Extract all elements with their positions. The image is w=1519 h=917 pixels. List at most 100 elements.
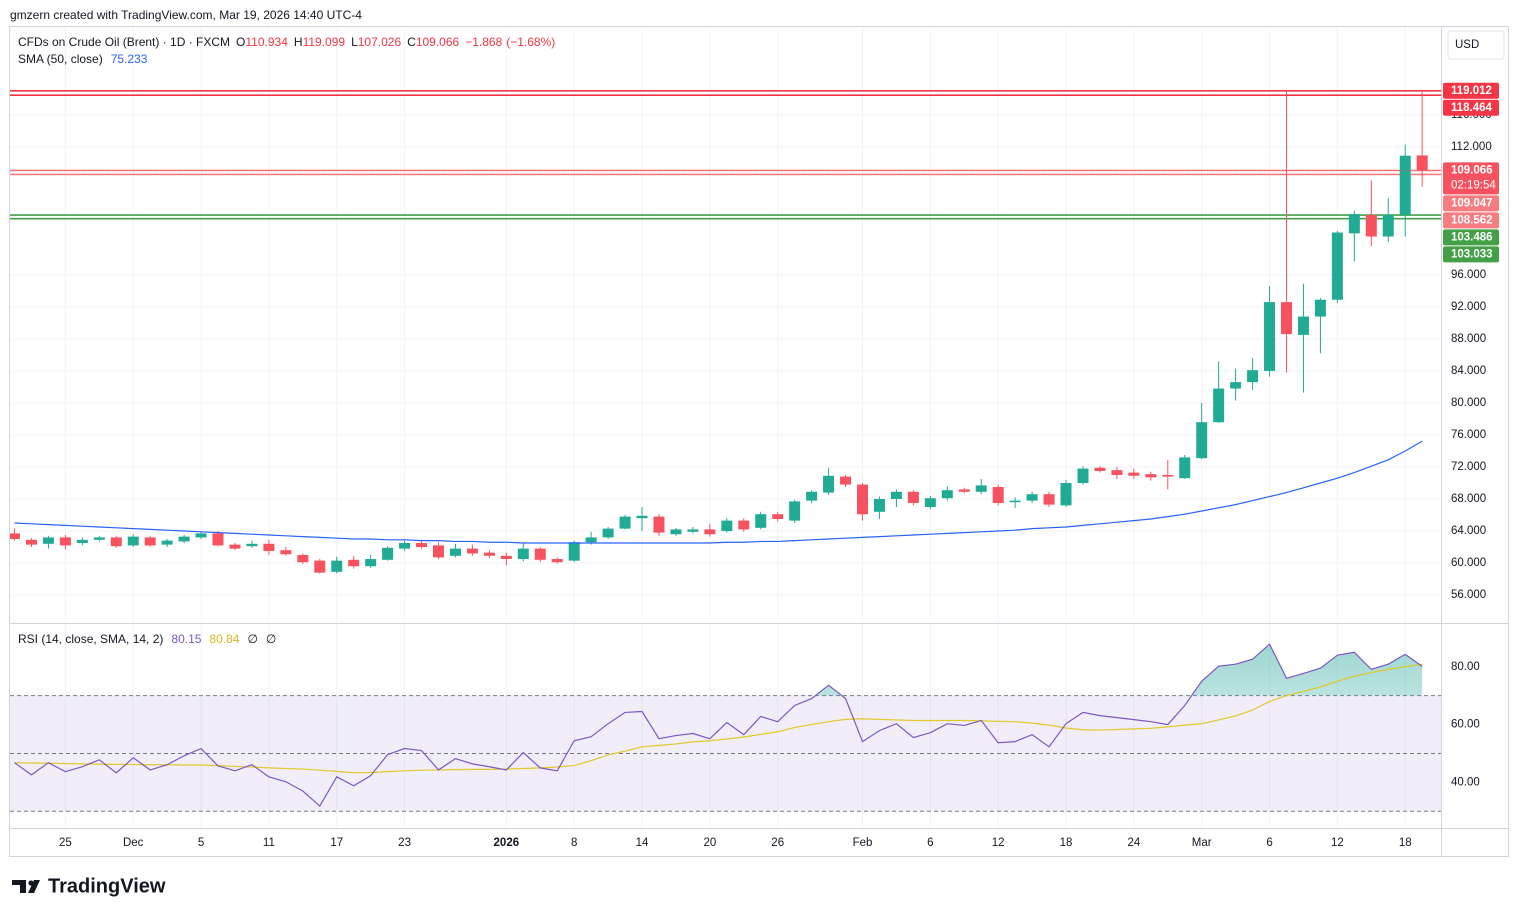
countdown: 02:19:54 bbox=[1451, 179, 1496, 191]
candle-body bbox=[93, 537, 105, 540]
rsi-tick-label: 80.00 bbox=[1451, 661, 1480, 673]
logo-text: TradingView bbox=[48, 875, 166, 897]
x-tick-label: 24 bbox=[1127, 837, 1140, 849]
y-tick-label: 60.000 bbox=[1451, 557, 1486, 569]
candle-body bbox=[789, 501, 801, 521]
candle-body bbox=[25, 539, 37, 545]
candle-body bbox=[1179, 457, 1191, 479]
candle-body bbox=[890, 491, 902, 499]
candle-body bbox=[857, 484, 868, 515]
rsi-sma-value: 80.84 bbox=[209, 632, 240, 646]
y-tick-label: 80.000 bbox=[1451, 397, 1486, 409]
x-tick-label: 17 bbox=[330, 837, 343, 849]
candle-body bbox=[568, 542, 580, 561]
candle-body bbox=[246, 543, 258, 547]
candle-body bbox=[1009, 500, 1021, 503]
candle-body bbox=[178, 536, 190, 542]
candle-body bbox=[297, 555, 309, 563]
candle-body bbox=[1094, 467, 1106, 471]
candle-body bbox=[687, 529, 699, 532]
price-label-box bbox=[1443, 195, 1499, 212]
candle-body bbox=[1264, 302, 1276, 371]
price-label: 109.066 bbox=[1451, 164, 1493, 176]
price-label-box bbox=[1443, 212, 1499, 229]
currency-box[interactable] bbox=[1447, 30, 1505, 60]
price-label-box bbox=[1443, 229, 1499, 246]
legend-sma: SMA (50, close) 75.233 bbox=[18, 52, 151, 66]
candle-body bbox=[755, 514, 767, 528]
candle-body bbox=[1111, 470, 1123, 475]
change: −1.868 bbox=[465, 35, 503, 49]
candle-body bbox=[1230, 382, 1242, 389]
y-tick-label: 84.000 bbox=[1451, 365, 1486, 377]
candle-body bbox=[551, 559, 563, 563]
y-tick-label: 92.000 bbox=[1451, 301, 1486, 313]
candle-body bbox=[840, 476, 852, 485]
rsi-line bbox=[14, 643, 1423, 807]
price-label: 108.562 bbox=[1451, 214, 1493, 226]
y-tick-label: 68.000 bbox=[1451, 493, 1486, 505]
price-label: 103.033 bbox=[1451, 248, 1493, 260]
x-tick-label: 11 bbox=[263, 837, 275, 849]
candle-body bbox=[958, 489, 970, 492]
candle-body bbox=[127, 536, 139, 546]
x-tick-label: 2026 bbox=[494, 837, 520, 849]
overbought-fill bbox=[14, 644, 1423, 696]
candle-body bbox=[1162, 474, 1174, 477]
candle-body bbox=[941, 490, 953, 499]
candle-body bbox=[212, 533, 224, 546]
attribution: gmzern created with TradingView.com, Mar… bbox=[10, 8, 366, 22]
candle-body bbox=[873, 498, 885, 512]
candle-body bbox=[331, 560, 343, 572]
x-tick-label: 6 bbox=[1266, 837, 1272, 849]
sma-line bbox=[14, 440, 1423, 544]
candle-body bbox=[1331, 232, 1343, 300]
attribution-text: gmzern created with TradingView.com, Mar… bbox=[10, 8, 362, 22]
candle-body bbox=[924, 498, 936, 508]
close-value: 109.066 bbox=[415, 35, 460, 49]
candle-body bbox=[823, 475, 835, 493]
rsi-extra: ∅ bbox=[265, 632, 277, 646]
candle-body bbox=[1247, 370, 1259, 383]
candle-body bbox=[1416, 155, 1428, 171]
price-label-box bbox=[1443, 82, 1499, 99]
candle-body bbox=[500, 555, 512, 560]
candle-body bbox=[1314, 299, 1326, 317]
sma-label: SMA (50, close) bbox=[18, 52, 103, 66]
y-tick-label: 64.000 bbox=[1451, 525, 1486, 537]
x-tick-label: 23 bbox=[398, 837, 411, 849]
y-tick-label: 96.000 bbox=[1451, 269, 1486, 281]
candle-body bbox=[416, 543, 428, 548]
candle-body bbox=[229, 544, 241, 549]
candle-body bbox=[195, 533, 207, 538]
candle-body bbox=[382, 547, 394, 560]
change-pct: (−1.68%) bbox=[506, 35, 556, 49]
rsi-label: RSI (14, close, SMA, 14, 2) bbox=[18, 632, 164, 646]
candle-body bbox=[992, 486, 1004, 503]
x-tick-label: 18 bbox=[1399, 837, 1412, 849]
rsi-pane bbox=[10, 624, 1441, 828]
price-label: 109.047 bbox=[1451, 197, 1493, 209]
candle-body bbox=[365, 559, 377, 567]
candle-body bbox=[738, 520, 750, 530]
y-tick-label: 56.000 bbox=[1451, 589, 1486, 601]
candle-body bbox=[1128, 472, 1140, 476]
x-tick-label: 6 bbox=[927, 837, 933, 849]
rsi-sma-line bbox=[14, 663, 1423, 774]
currency[interactable]: USD bbox=[1455, 39, 1479, 51]
candle-body bbox=[1297, 316, 1309, 335]
x-tick-label: Dec bbox=[123, 837, 144, 849]
open-value: 110.934 bbox=[245, 35, 288, 49]
ohlc-letter: O bbox=[236, 35, 246, 49]
price-label: 103.486 bbox=[1451, 231, 1493, 243]
x-tick-label: 20 bbox=[703, 837, 716, 849]
x-tick-label: 12 bbox=[1331, 837, 1344, 849]
candle-body bbox=[806, 491, 818, 501]
x-tick-label: Feb bbox=[853, 837, 873, 849]
candle-body bbox=[517, 548, 529, 560]
candle-body bbox=[10, 533, 20, 540]
price-label-box bbox=[1443, 99, 1499, 116]
y-tick-label: 76.000 bbox=[1451, 429, 1486, 441]
